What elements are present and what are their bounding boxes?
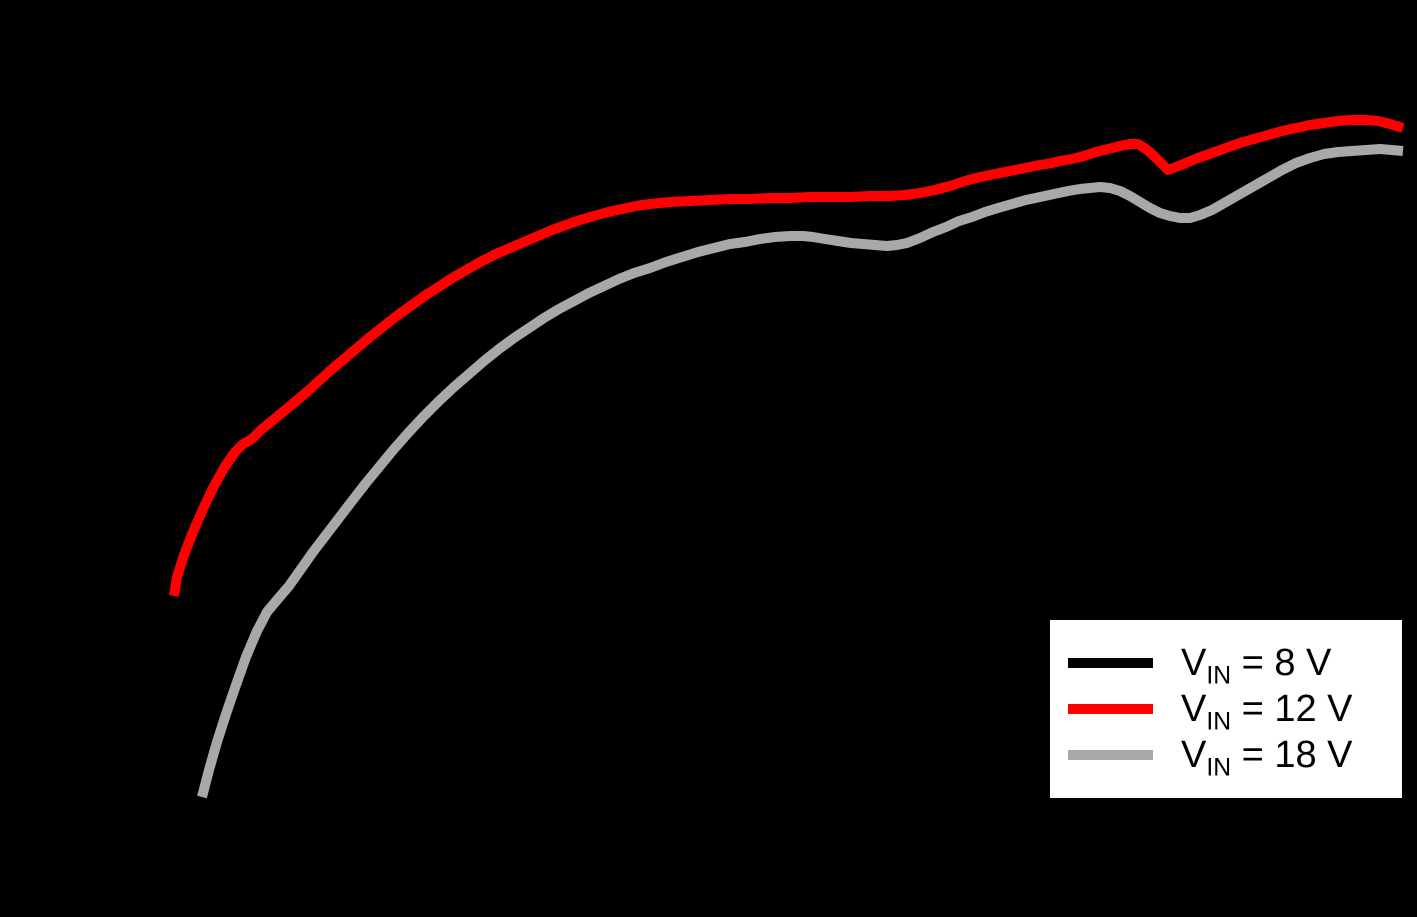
legend-label-vin-12v: VIN = 12 V [1181,688,1353,736]
legend-swatch-vin-8v [1068,658,1153,668]
series-line-vin-12v [169,115,1405,597]
legend-label-vin-8v: VIN = 8 V [1181,642,1332,690]
series-line-vin-18v [197,144,1404,799]
legend-item-vin-18v: VIN = 18 V [1068,732,1402,782]
legend-box: VIN = 8 V VIN = 12 V VIN = 18 V [1048,618,1404,800]
legend-item-vin-8v: VIN = 8 V [1068,640,1402,690]
legend-swatch-vin-12v [1068,704,1153,714]
legend-swatch-vin-18v [1068,750,1153,760]
legend-label-vin-18v: VIN = 18 V [1181,734,1353,782]
legend-item-vin-12v: VIN = 12 V [1068,686,1402,736]
